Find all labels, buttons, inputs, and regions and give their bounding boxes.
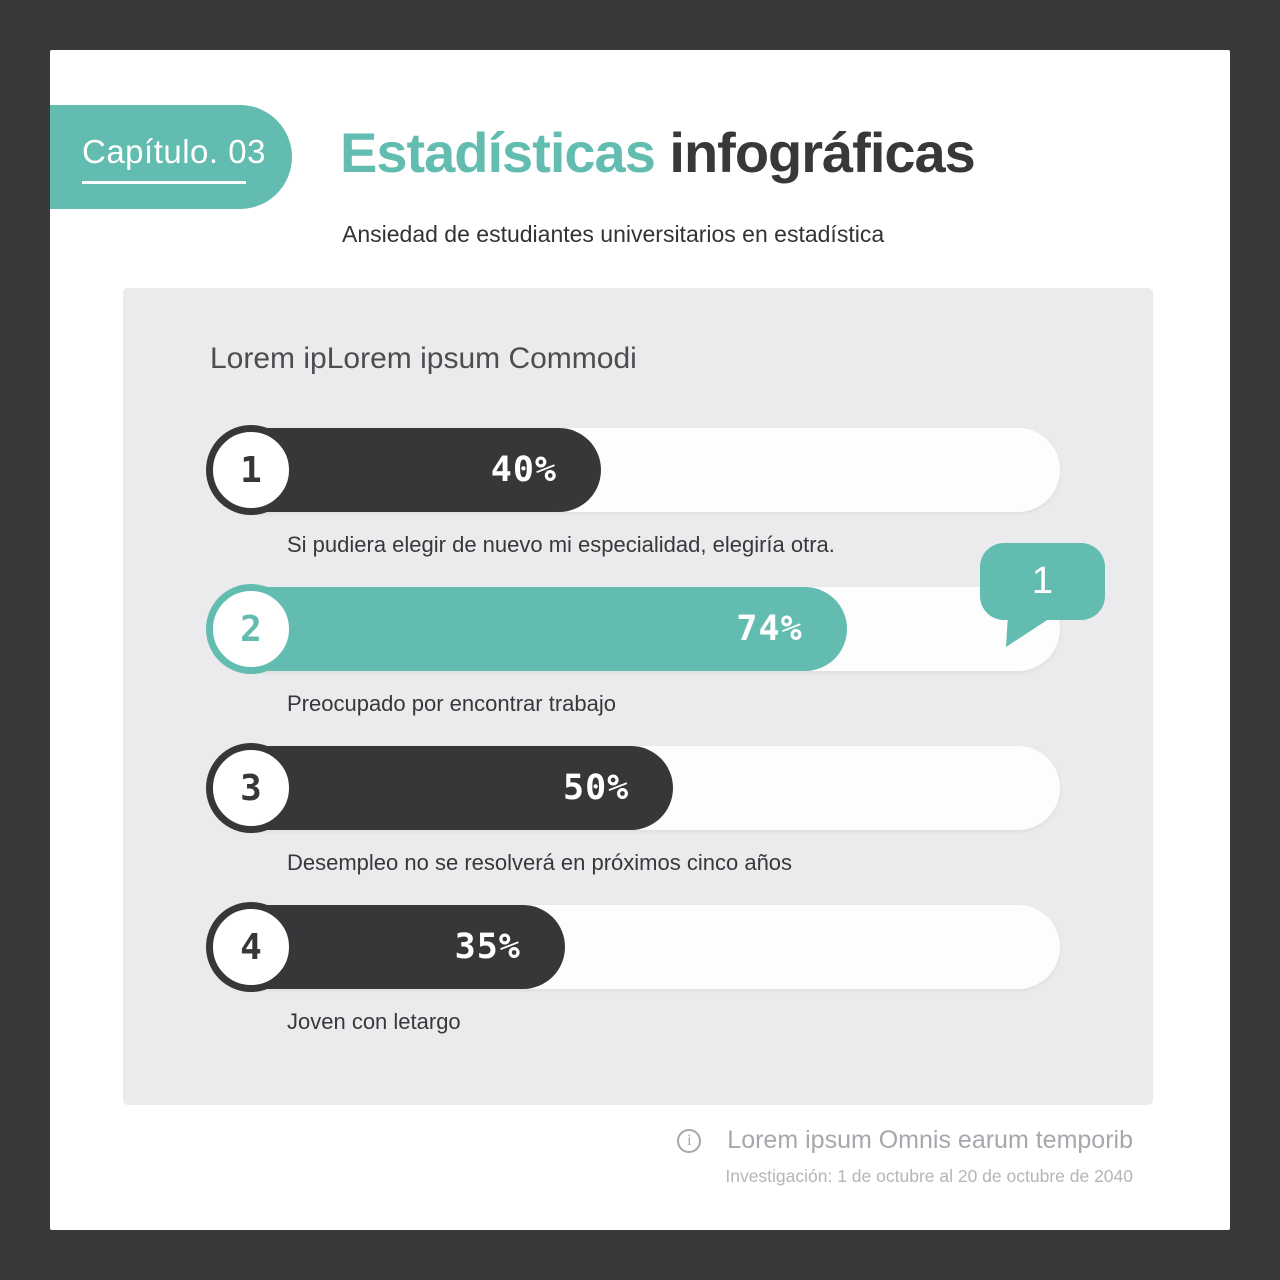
chapter-badge: Capítulo. 03 xyxy=(50,105,292,209)
info-icon: i xyxy=(677,1128,702,1153)
stat-caption: Si pudiera elegir de nuevo mi especialid… xyxy=(287,532,835,557)
stat-bar-track: 74% xyxy=(210,587,1060,671)
stat-percent: 40% xyxy=(490,450,557,490)
stat-number-circle: 1 xyxy=(206,425,296,515)
stat-bar-track: 35% xyxy=(210,905,1060,989)
stat-percent: 50% xyxy=(563,768,630,808)
stat-number: 3 xyxy=(240,767,262,809)
stat-bar-track: 50% xyxy=(210,746,1060,830)
stat-number-circle: 2 xyxy=(206,584,296,674)
stat-caption: Joven con letargo xyxy=(287,1009,461,1034)
stat-number: 1 xyxy=(240,449,262,491)
stat-row: 74% 2 Preocupado por encontrar trabajo xyxy=(206,584,1060,716)
stat-row: 35% 4 Joven con letargo xyxy=(206,902,1060,1034)
footer-note-row: i Lorem ipsum Omnis earum temporib xyxy=(677,1126,1133,1155)
speech-bubble-label: 1 xyxy=(1031,560,1054,602)
chapter-label: Capítulo. 03 xyxy=(82,133,266,170)
page-title-accent: Estadísticas xyxy=(340,121,656,184)
stat-caption: Preocupado por encontrar trabajo xyxy=(287,691,616,716)
stat-number: 2 xyxy=(240,608,262,650)
stat-percent: 35% xyxy=(454,927,521,967)
stat-number-circle: 4 xyxy=(206,902,296,992)
page-subtitle: Ansiedad de estudiantes universitarios e… xyxy=(342,221,885,247)
page-title-rest: infográficas xyxy=(654,121,975,184)
stat-row: 50% 3 Desempleo no se resolverá en próxi… xyxy=(206,743,1060,875)
stat-row: 40% 1 Si pudiera elegir de nuevo mi espe… xyxy=(206,425,1060,557)
footer: i Lorem ipsum Omnis earum temporib Inves… xyxy=(677,1126,1133,1187)
panel-heading: Lorem ipLorem ipsum Commodi xyxy=(210,342,637,375)
stat-caption: Desempleo no se resolverá en próximos ci… xyxy=(287,850,793,875)
stat-bar-fill: 74% xyxy=(210,587,847,671)
stat-number: 4 xyxy=(240,926,262,968)
stats-panel: Lorem ipLorem ipsum Commodi 40% 1 Si pud… xyxy=(123,288,1153,1105)
stat-number-circle: 3 xyxy=(206,743,296,833)
footer-research: Investigación: 1 de octubre al 20 de oct… xyxy=(725,1166,1133,1186)
infographic-card: Capítulo. 03 Estadísticas infográficas A… xyxy=(50,50,1230,1230)
speech-bubble: 1 xyxy=(980,543,1105,647)
chapter-underline xyxy=(82,181,246,184)
stat-percent: 74% xyxy=(736,609,803,649)
page-title: Estadísticas infográficas xyxy=(340,120,976,185)
stat-bar-track: 40% xyxy=(210,428,1060,512)
footer-note: Lorem ipsum Omnis earum temporib xyxy=(727,1126,1133,1154)
